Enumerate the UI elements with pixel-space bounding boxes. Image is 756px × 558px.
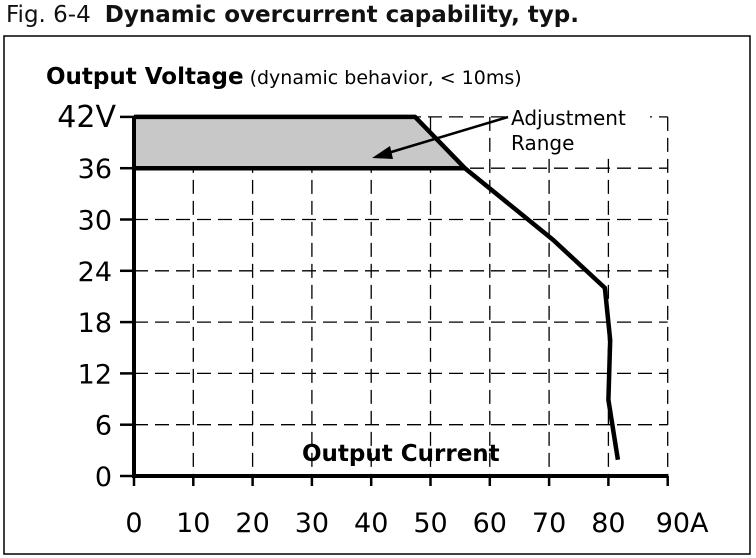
adjustment-range-region: [134, 116, 465, 169]
y-tick-label: 36: [78, 154, 112, 185]
adjustment-range-fill: [134, 116, 465, 169]
figure-number: Fig. 6-4: [6, 2, 91, 28]
x-tick-label: 70: [532, 508, 566, 539]
y-tick-label: 24: [78, 257, 112, 288]
annotation-line2: Range: [511, 131, 574, 155]
axes: [120, 115, 669, 486]
annotation-line1: Adjustment: [511, 106, 626, 130]
tick-labels: 0 10 20 30 40 50 60 70 80 90A 0 6 12 18 24 30 36 42V: [57, 100, 709, 539]
annotation-arrow-head: [372, 146, 393, 159]
y-tick-label: 0: [95, 462, 112, 493]
y-tick-label: 12: [78, 359, 112, 390]
figure-title: Dynamic overcurrent capability, typ.: [104, 2, 579, 28]
y-tick-label: 30: [78, 206, 112, 237]
x-tick-label: 80: [591, 508, 625, 539]
x-tick-label: 60: [473, 508, 507, 539]
x-axis-label: Output Current: [302, 441, 500, 467]
x-tick-label: 50: [413, 508, 447, 539]
y-tick-label: 42V: [57, 100, 116, 135]
series-line: [134, 114, 621, 461]
grid: [134, 116, 669, 476]
x-tick-label: 0: [125, 508, 142, 539]
x-tick-label: 90A: [656, 508, 709, 539]
x-tick-label: 40: [354, 508, 388, 539]
curve: [134, 114, 621, 461]
x-tick-label: 30: [295, 508, 329, 539]
x-tick-label: 10: [176, 508, 210, 539]
x-tick-label: 20: [235, 508, 269, 539]
y-tick-label: 18: [78, 308, 112, 339]
y-tick-label: 6: [95, 411, 112, 442]
figure-caption: Fig. 6-4 Dynamic overcurrent capability, …: [6, 2, 579, 28]
annotation-bg: [508, 104, 650, 156]
y-axis-label: Output Voltage (dynamic behavior, < 10ms): [46, 64, 522, 90]
annotation-arrow-line: [387, 115, 509, 155]
chart-frame: [3, 35, 751, 555]
